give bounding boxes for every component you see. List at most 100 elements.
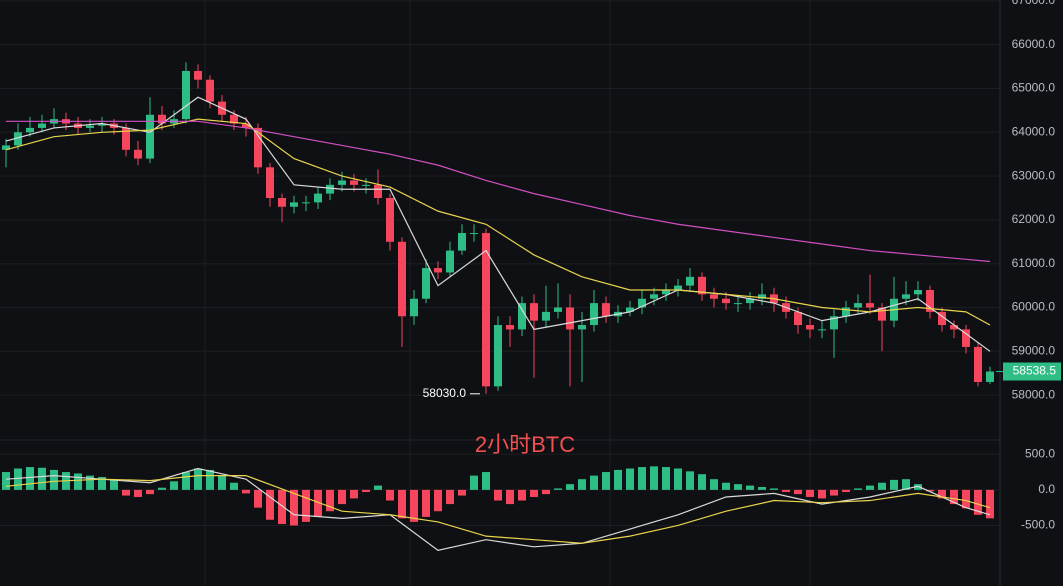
macd-bar [662,467,670,490]
candle-body [710,294,718,299]
macd-bar [290,489,298,526]
macd-bar [350,489,358,499]
last-price-tag [1003,362,1061,381]
macd-bar [446,489,454,505]
candle-body [98,123,106,126]
last-price-label: 58538.5 [1013,364,1057,378]
macd-bar [926,489,934,492]
macd-bar [626,468,634,490]
candle-body [962,329,970,347]
candle-body [806,325,814,330]
candle-body [566,307,574,330]
candle-body [182,70,190,120]
macd-bar [374,485,382,490]
macd-bar [218,475,226,490]
y-tick-label: 59000.0 [1012,343,1056,357]
candle-body [914,289,922,295]
macd-bar [326,489,334,512]
macd-bar [902,479,910,490]
y-tick-label: 67000.0 [1012,0,1056,7]
candle-body [506,325,514,330]
macd-bar [806,489,814,497]
watermark-title: 2小时BTC [475,432,575,457]
candle-body [386,197,394,242]
candle-body [230,114,238,124]
line-series [5,118,991,326]
macd-bar [794,489,802,495]
candle-body [350,180,358,185]
y-tick-label: 65000.0 [1012,81,1056,95]
candle-body [638,298,646,308]
candle-body [290,202,298,207]
macd-bar [242,489,250,494]
macd-bar [674,468,682,490]
candle-body [14,132,22,146]
macd-bar [974,489,982,515]
candle-body [338,180,346,185]
vertical-grid [204,0,811,586]
candle-body [458,233,466,251]
macd-bar [458,489,466,496]
candle-body [842,307,850,317]
macd-bar [422,489,430,517]
candle-body [590,303,598,326]
macd-bar [26,467,34,490]
candle-body [794,311,802,326]
y-tick-label: 66000.0 [1012,37,1056,51]
candle-body [482,233,490,387]
macd-bar [98,477,106,490]
macd-bar [110,479,118,490]
candle-body [902,294,910,299]
macd-bar [14,468,22,490]
line-series [5,467,991,552]
candle-body [194,70,202,80]
line-series [5,475,991,544]
macd-bar [962,489,970,509]
macd-bar [686,471,694,490]
macd-bar [278,489,286,525]
y-tick-label: 61000.0 [1012,256,1056,270]
macd-bar [782,489,790,492]
macd-bar [914,484,922,490]
candle-body [530,303,538,321]
macd-bar [554,488,562,490]
candle-body [518,303,526,330]
line-series [6,120,991,263]
candle-body [410,298,418,317]
macd-bar [410,489,418,522]
macd-bar [434,489,442,512]
candle-body [2,145,10,150]
candle-body [950,325,958,330]
macd-bar [362,489,370,492]
macd-bar [758,487,766,490]
candle-body [866,303,874,308]
candle-body [446,250,454,273]
candle-body [314,193,322,203]
low-marker-label: 58030.0 [423,386,467,400]
candle-body [830,316,838,330]
candle-body [698,276,706,295]
macd-bar [470,475,478,490]
macd-bar [734,484,742,490]
candle-body [434,268,442,273]
candle-body [470,233,478,235]
macd-bar [842,489,850,492]
y-tick-label: 0.0 [1038,482,1055,496]
macd-bar [338,489,346,505]
candle-body [674,285,682,290]
macd-bar [542,489,550,495]
macd-bar [638,467,646,490]
macd-bar [818,489,826,499]
macd-bar [590,475,598,490]
candle-body [626,307,634,312]
candle-body [938,311,946,326]
macd-bar [266,489,274,520]
y-tick-label: -500.0 [1021,518,1055,532]
line-series [5,96,991,352]
macd-bar [698,474,706,490]
macd-bar [482,472,490,490]
candle-body [146,114,154,159]
candle-body [278,197,286,207]
y-tick-label: 62000.0 [1012,212,1056,226]
candle-body [554,307,562,312]
